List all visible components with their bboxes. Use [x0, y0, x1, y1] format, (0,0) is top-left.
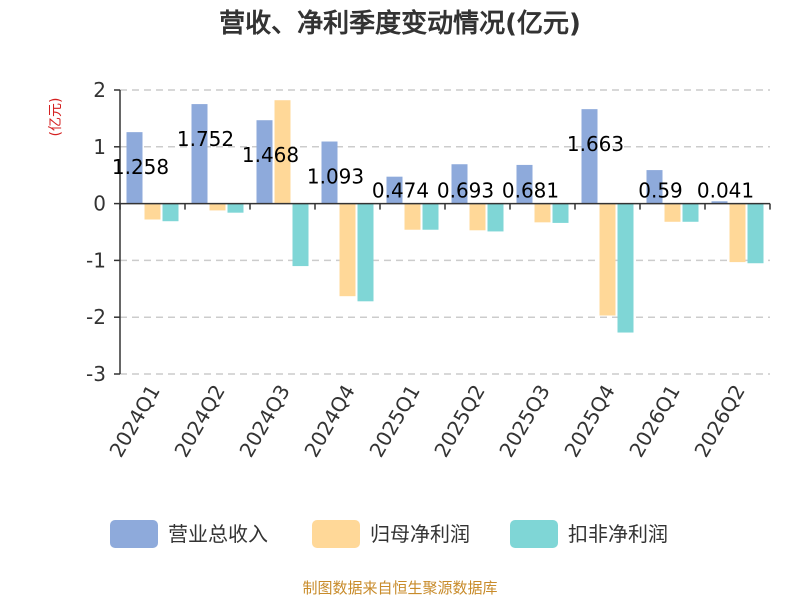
bar-2025Q4-series-1: [599, 203, 616, 316]
y-tick-label: 2: [93, 78, 106, 102]
y-tick-label: -3: [86, 362, 106, 386]
x-tick-label: 2025Q2: [429, 381, 489, 462]
bar-2025Q1-series-2: [422, 203, 439, 230]
data-label-2024Q1: 1.258: [112, 155, 169, 179]
bar-2025Q2-series-0: [451, 164, 468, 204]
chart-title: 营收、净利季度变动情况(亿元): [219, 8, 581, 39]
y-tick-label: -1: [86, 248, 106, 272]
data-label-2026Q1: 0.59: [638, 179, 683, 203]
bar-2026Q2-series-2: [747, 203, 764, 264]
x-tick-label: 2025Q4: [559, 381, 619, 462]
bar-2026Q2-series-0: [711, 201, 728, 204]
data-label-2024Q2: 1.752: [177, 127, 234, 151]
data-label-2025Q2: 0.693: [437, 179, 494, 203]
y-tick-label: 1: [93, 135, 106, 159]
bar-2024Q3-series-2: [292, 203, 309, 267]
bar-2025Q1-series-0: [386, 176, 403, 204]
data-label-2025Q4: 1.663: [567, 132, 624, 156]
bar-2024Q1-series-1: [144, 203, 161, 220]
x-tick-label: 2025Q1: [364, 381, 424, 462]
bar-2024Q2-series-2: [227, 203, 244, 213]
bar-2025Q1-series-1: [404, 203, 421, 230]
bar-2026Q1-series-0: [646, 170, 663, 204]
x-tick-label: 2024Q1: [104, 381, 164, 462]
legend-label-1: 归母净利润: [370, 522, 470, 546]
bar-2025Q4-series-0: [581, 109, 598, 204]
bar-2025Q2-series-2: [487, 203, 504, 232]
bar-2026Q1-series-2: [682, 203, 699, 222]
y-axis-unit: (亿元): [48, 98, 64, 137]
x-tick-label: 2026Q2: [689, 381, 749, 462]
y-tick-label: -2: [86, 305, 106, 329]
data-label-2024Q4: 1.093: [307, 165, 364, 189]
bar-2024Q4-series-2: [357, 203, 374, 302]
bar-2024Q4-series-0: [321, 141, 338, 204]
bar-2025Q3-series-1: [534, 203, 551, 223]
bar-2025Q3-series-2: [552, 203, 569, 223]
y-tick-label: 0: [93, 192, 106, 216]
legend-swatch-0: [110, 520, 158, 548]
data-label-2025Q3: 0.681: [502, 179, 559, 203]
bar-2025Q4-series-2: [617, 203, 634, 333]
legend-swatch-1: [312, 520, 360, 548]
grid-lines: [120, 89, 770, 375]
bar-2024Q3-series-0: [256, 120, 273, 204]
bar-2024Q3-series-1: [274, 100, 291, 204]
legend-label-0: 营业总收入: [168, 522, 268, 546]
data-label-2025Q1: 0.474: [372, 179, 429, 203]
data-label-2024Q3: 1.468: [242, 143, 299, 167]
bar-2024Q1-series-2: [162, 203, 179, 222]
bar-2024Q1-series-0: [126, 132, 143, 204]
data-labels: 1.258 1.752 1.468 1.093 0.474 0.693 0.681 1.663…: [112, 127, 754, 203]
legend-swatch-2: [510, 520, 558, 548]
bar-2024Q2-series-1: [209, 203, 226, 211]
bar-2026Q2-series-1: [729, 203, 746, 263]
x-tick-label: 2024Q2: [169, 381, 229, 462]
x-tick-label: 2025Q3: [494, 381, 554, 462]
x-tick-label: 2026Q1: [624, 381, 684, 462]
bars-group: [126, 100, 764, 333]
legend: 营业总收入 归母净利润 扣非净利润: [110, 520, 668, 548]
data-label-2026Q2: 0.041: [697, 179, 754, 203]
bar-2024Q4-series-1: [339, 203, 356, 297]
bar-2024Q2-series-0: [191, 104, 208, 204]
x-tick-label: 2024Q4: [299, 381, 359, 462]
x-tick-label: 2024Q3: [234, 381, 294, 462]
bar-2025Q2-series-1: [469, 203, 486, 231]
legend-label-2: 扣非净利润: [568, 522, 668, 546]
bar-2026Q1-series-1: [664, 203, 681, 222]
footer-source: 制图数据来自恒生聚源数据库: [302, 579, 497, 597]
bar-2025Q3-series-0: [516, 164, 533, 204]
